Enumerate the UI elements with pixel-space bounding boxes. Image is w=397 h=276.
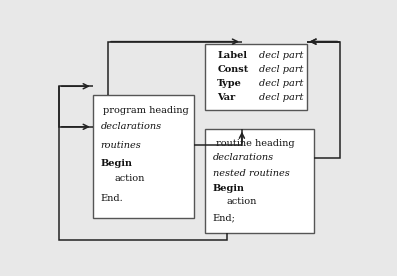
Bar [205,129,314,233]
Text: Var: Var [217,93,235,102]
Text: decl part: decl part [259,93,303,102]
Text: decl part: decl part [259,79,303,88]
Text: routine heading: routine heading [216,139,295,148]
Text: decl part: decl part [259,65,303,74]
Text: Begin: Begin [213,184,245,193]
Bar [93,95,194,218]
Text: declarations: declarations [100,122,162,131]
Text: decl part: decl part [259,51,303,60]
Text: End.: End. [100,194,123,203]
Text: End;: End; [213,214,235,223]
Text: Type: Type [217,79,242,88]
Text: action: action [227,197,257,206]
Text: action: action [114,174,145,183]
Text: Label: Label [217,51,247,60]
Bar [205,44,306,110]
Text: routines: routines [100,141,141,150]
Text: Const: Const [217,65,249,74]
Text: Begin: Begin [100,159,132,168]
Text: declarations: declarations [213,153,274,162]
Text: nested routines: nested routines [213,169,289,178]
Text: program heading: program heading [104,106,189,115]
